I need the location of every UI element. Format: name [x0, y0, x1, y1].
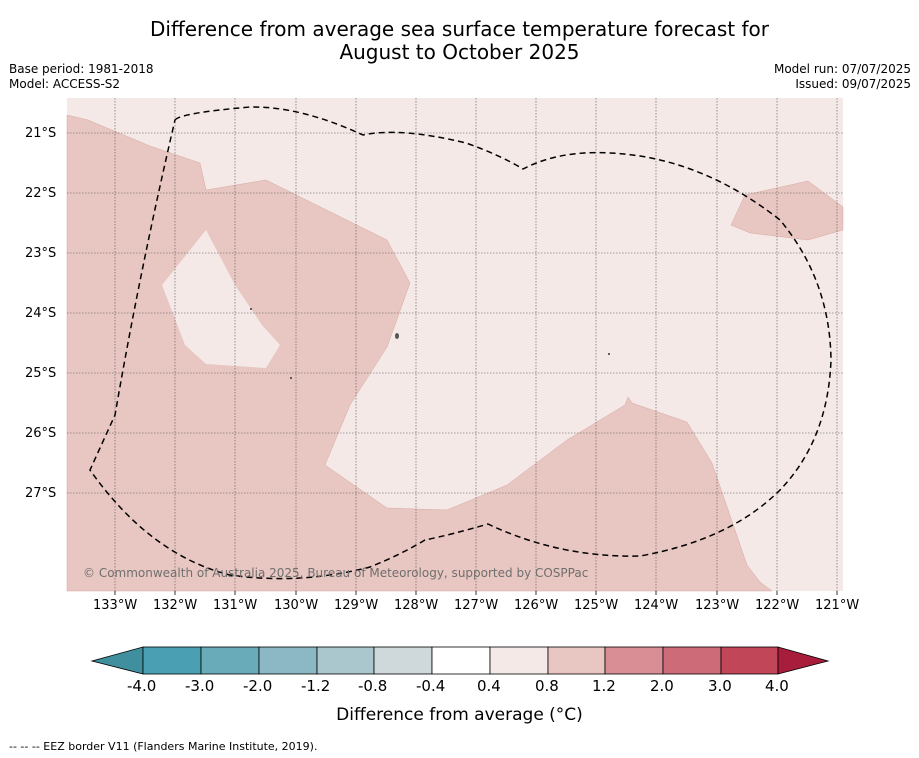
- lon-label: 123°W: [695, 598, 740, 613]
- colorbar-segment: [720, 646, 779, 675]
- colorbar-segment: [489, 646, 549, 675]
- eez-footnote: -- -- -- EEZ border V11 (Flanders Marine…: [9, 740, 318, 753]
- colorbar-segment: [431, 646, 491, 675]
- colorbar-segment: [373, 646, 433, 675]
- lon-label: 126°W: [514, 598, 559, 613]
- colorbar-tick-label: 0.4: [477, 677, 501, 695]
- lon-label: 125°W: [574, 598, 619, 613]
- model-run: Model run: 07/07/2025: [773, 62, 911, 76]
- lon-ticks: [114, 591, 838, 595]
- lon-label: 121°W: [815, 598, 860, 613]
- lon-label: 132°W: [153, 598, 198, 613]
- anomaly-region-east: [730, 180, 844, 241]
- colorbar-tick-label: -0.4: [416, 677, 446, 695]
- lat-label: 22°S: [25, 186, 57, 201]
- lat-label: 24°S: [25, 306, 57, 321]
- colorbar-tick-label: -2.0: [243, 677, 273, 695]
- colorbar-segment: [316, 646, 375, 675]
- lon-label: 124°W: [634, 598, 679, 613]
- lon-label: 127°W: [454, 598, 499, 613]
- lon-label: 122°W: [755, 598, 800, 613]
- island-mark: [395, 333, 399, 339]
- colorbar-tick-label: -1.2: [301, 677, 331, 695]
- lon-label: 130°W: [274, 598, 319, 613]
- lon-label: 129°W: [334, 598, 379, 613]
- colorbar-tick-label: -4.0: [127, 677, 157, 695]
- anomaly-region-inset: [162, 230, 280, 368]
- colorbar-title: Difference from average (°C): [336, 705, 583, 725]
- colorbar-segment: [200, 646, 260, 675]
- colorbar-segment: [142, 646, 202, 675]
- colorbar-segment: [662, 646, 722, 675]
- title-line-1: Difference from average sea surface temp…: [149, 17, 769, 41]
- colorbar: [90, 646, 830, 675]
- lon-label: 128°W: [394, 598, 439, 613]
- lat-label: 27°S: [25, 486, 57, 501]
- colorbar-tick-label: 0.8: [535, 677, 559, 695]
- base-period: Base period: 1981-2018: [9, 62, 154, 76]
- colorbar-segment: [547, 646, 606, 675]
- island-dot: [608, 353, 610, 355]
- lat-label: 25°S: [25, 366, 57, 381]
- issued-date: Issued: 09/07/2025: [795, 77, 911, 91]
- eez-border: [89, 106, 832, 580]
- island-dot: [250, 308, 252, 310]
- lon-label: 133°W: [93, 598, 138, 613]
- lat-label: 23°S: [25, 246, 57, 261]
- colorbar-tick-label: 1.2: [592, 677, 616, 695]
- meta-right: Model run: 07/07/2025 Issued: 09/07/2025: [774, 62, 911, 92]
- colorbar-extend-low: [90, 646, 144, 675]
- credit-text: © Commonwealth of Australia 2025, Bureau…: [83, 566, 588, 580]
- colorbar-tick-label: -0.8: [358, 677, 388, 695]
- colorbar-tick-label: 4.0: [765, 677, 789, 695]
- island-dot: [290, 377, 292, 379]
- colorbar-extend-high: [777, 646, 830, 675]
- title-line-2: August to October 2025: [339, 40, 580, 64]
- lat-label: 26°S: [25, 426, 57, 441]
- colorbar-tick-label: 2.0: [650, 677, 674, 695]
- colorbar-segment: [604, 646, 664, 675]
- meta-left: Base period: 1981-2018 Model: ACCESS-S2: [9, 62, 154, 92]
- anomaly-region-west: [66, 114, 773, 592]
- colorbar-segment: [258, 646, 318, 675]
- colorbar-tick-label: -3.0: [185, 677, 215, 695]
- lon-label: 131°W: [213, 598, 258, 613]
- model-name: Model: ACCESS-S2: [9, 77, 121, 91]
- lat-label: 21°S: [25, 126, 57, 141]
- map-title: Difference from average sea surface temp…: [0, 18, 919, 64]
- colorbar-tick-label: 3.0: [708, 677, 732, 695]
